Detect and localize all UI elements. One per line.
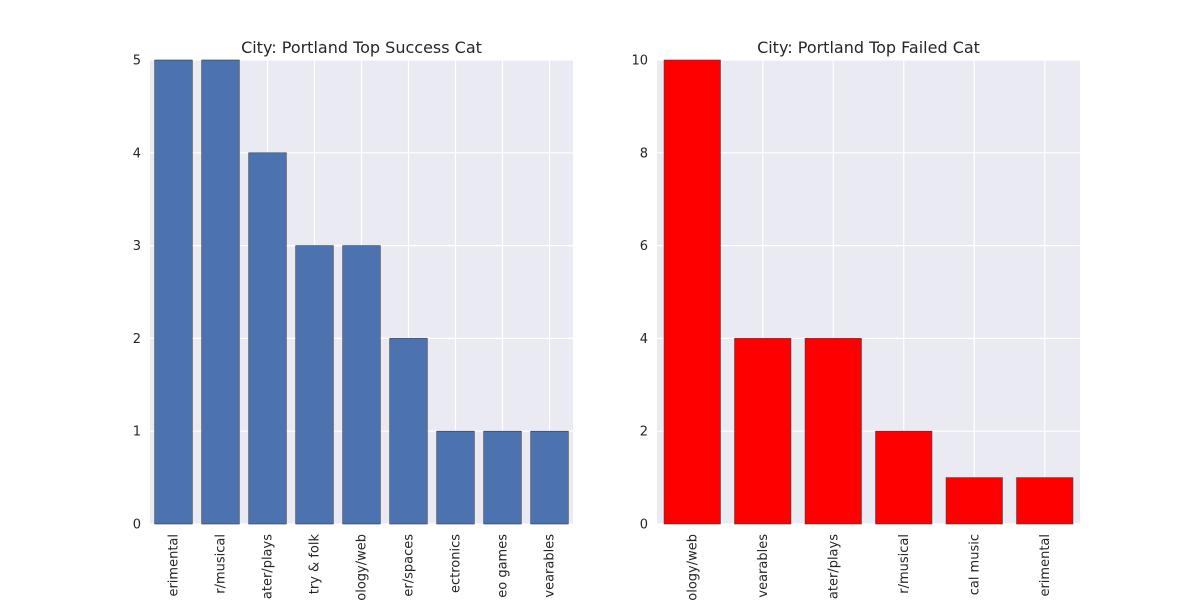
success-x-tick-label: erimental bbox=[167, 534, 182, 597]
success-bar-5 bbox=[389, 338, 428, 525]
success-x-tick-label: ology/web bbox=[355, 534, 370, 600]
failed-bar-0 bbox=[663, 59, 721, 525]
success-bar-2 bbox=[248, 152, 287, 525]
success-bar-4 bbox=[342, 245, 381, 525]
success-bar-7 bbox=[483, 430, 522, 525]
success-bar-8 bbox=[530, 430, 569, 525]
success-x-tick-label: eo games bbox=[496, 534, 511, 598]
success-x-tick-label: r/musical bbox=[214, 534, 229, 594]
success-x-tick-label: ater/plays bbox=[261, 534, 276, 599]
failed-x-tick-label: ater/plays bbox=[826, 534, 841, 599]
success-y-tick-label: 0 bbox=[133, 518, 141, 533]
success-y-tick-label: 4 bbox=[133, 146, 141, 161]
success-bar-3 bbox=[295, 245, 334, 525]
failed-bar-1 bbox=[734, 338, 792, 525]
failed-y-tick-label: 4 bbox=[640, 332, 648, 347]
failed-bar-3 bbox=[875, 430, 933, 525]
success-bar-0 bbox=[154, 59, 193, 525]
failed-y-tick-label: 10 bbox=[631, 54, 648, 69]
failed-x-tick-label: vearables bbox=[756, 534, 771, 598]
success-y-tick-label: 3 bbox=[133, 239, 141, 254]
success-x-tick-label: er/spaces bbox=[402, 534, 417, 597]
success-y-tick-label: 1 bbox=[133, 425, 141, 440]
success-x-tick-label: vearables bbox=[543, 534, 558, 598]
success-x-tick-label: try & folk bbox=[308, 534, 323, 595]
failed-x-tick-label: erimental bbox=[1038, 534, 1053, 597]
failed-y-tick-label: 6 bbox=[640, 239, 648, 254]
failed-y-tick-label: 0 bbox=[640, 518, 648, 533]
failed-chart: 0 2 4 6 8 10 ology/web vearables ater/plays r/mus… bbox=[631, 38, 1080, 600]
failed-bar-2 bbox=[804, 338, 862, 525]
success-bar-6 bbox=[436, 430, 475, 525]
success-y-tick-label: 5 bbox=[133, 54, 141, 69]
failed-bar-4 bbox=[945, 477, 1003, 525]
failed-x-tick-label: r/musical bbox=[897, 534, 912, 594]
success-chart: 0 1 2 3 4 5 erimental r/musical ater/plays try & … bbox=[133, 38, 573, 600]
success-chart-title: City: Portland Top Success Cat bbox=[241, 38, 482, 57]
success-y-tick-label: 2 bbox=[133, 332, 141, 347]
failed-plot-area bbox=[657, 60, 1080, 524]
failed-y-tick-label: 2 bbox=[640, 425, 648, 440]
failed-x-tick-label: cal music bbox=[967, 534, 982, 595]
success-x-tick-label: ectronics bbox=[449, 534, 464, 593]
failed-y-tick-label: 8 bbox=[640, 146, 648, 161]
failed-bar-5 bbox=[1016, 477, 1074, 525]
failed-chart-title: City: Portland Top Failed Cat bbox=[757, 38, 980, 57]
failed-x-tick-label: ology/web bbox=[685, 534, 700, 600]
success-bar-1 bbox=[201, 59, 240, 525]
